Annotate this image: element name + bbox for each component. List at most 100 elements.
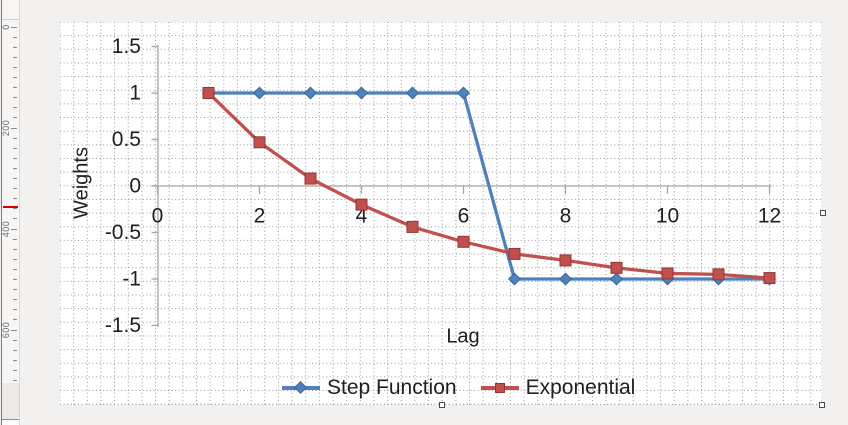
ruler-tick (13, 188, 17, 190)
ruler-label: 400 (1, 220, 11, 237)
square-marker-icon[interactable] (355, 198, 368, 211)
ruler-tick (13, 369, 17, 371)
ruler-tick (13, 289, 17, 291)
ruler-label: 200 (1, 119, 11, 136)
ruler-tick (13, 319, 17, 321)
ruler-tick (13, 107, 17, 109)
diamond-marker-icon[interactable] (252, 86, 267, 100)
legend-item-step-function[interactable]: Step Function (282, 376, 457, 400)
diamond-marker-icon[interactable] (609, 272, 624, 286)
ruler-tick (11, 127, 17, 129)
ruler-tick (13, 167, 17, 169)
ruler-tick (11, 26, 17, 28)
series-line[interactable] (208, 91, 770, 281)
legend-item-exponential[interactable]: Exponential (480, 376, 636, 400)
square-marker-icon[interactable] (712, 268, 725, 281)
ruler-top-divider (2, 19, 19, 20)
ruler-tick (13, 238, 17, 240)
ruler-tick (13, 87, 17, 89)
y-axis-title: Weights (70, 147, 93, 219)
square-marker-icon[interactable] (508, 247, 521, 260)
window-left-edge (1, 0, 2, 425)
tick-label: 10 (656, 205, 679, 228)
ruler-tick (13, 309, 17, 311)
tick-label: 1 (129, 82, 141, 105)
ruler-tick (13, 117, 17, 119)
chart-legend[interactable]: Step Function Exponential (282, 376, 635, 400)
tick-label: 6 (458, 205, 470, 228)
legend-label-exponential: Exponential (525, 376, 636, 399)
tick-label: 1.5 (112, 35, 141, 58)
ruler-tick (13, 380, 17, 381)
chart-canvas[interactable]: 1.5 1 0.5 0 -0.5 -1 -1.5 0 2 4 6 8 10 12 Weights Lag … (60, 22, 822, 405)
axes (151, 45, 772, 327)
square-marker-icon[interactable] (202, 87, 215, 99)
ruler-tick (13, 198, 17, 200)
ruler-tick (13, 178, 17, 179)
square-marker-icon[interactable] (763, 272, 776, 285)
diamond-marker-icon[interactable] (507, 272, 522, 286)
tick-label: 0 (152, 205, 164, 228)
legend-sample-step (282, 381, 320, 394)
legend-sample-exponential (480, 382, 519, 394)
ruler-tick (13, 56, 17, 58)
ruler-tick (13, 359, 17, 361)
series-line[interactable] (207, 91, 770, 280)
ruler-tick (11, 329, 17, 331)
ruler-tick (13, 137, 17, 139)
legend-label-step-function: Step Function (327, 376, 457, 399)
tick-label: 0 (129, 175, 141, 198)
selection-handle-bottom-right[interactable] (819, 402, 825, 408)
ruler-tick (13, 147, 17, 149)
square-marker-icon[interactable] (559, 254, 572, 267)
ruler-label: 0 (1, 23, 11, 30)
ruler-tick (13, 77, 17, 78)
ruler-tick (13, 218, 17, 220)
square-marker-icon[interactable] (406, 220, 419, 233)
square-marker-icon[interactable] (253, 136, 266, 149)
ruler-tick (13, 97, 17, 99)
tick-label: -0.5 (105, 221, 141, 244)
selection-handle-right[interactable] (820, 210, 826, 216)
ruler-tick (13, 258, 17, 260)
diamond-marker-icon (294, 381, 307, 394)
selection-handle-bottom-center[interactable] (439, 402, 445, 408)
ruler-page-end-shade (2, 383, 19, 419)
series-exponential[interactable] (202, 87, 776, 285)
tick-label: -1.5 (105, 314, 141, 337)
drawing-grid (60, 22, 822, 405)
square-marker-icon (494, 383, 505, 393)
diamond-marker-icon[interactable] (456, 86, 471, 100)
ruler-tick (13, 268, 17, 270)
square-marker-icon[interactable] (661, 267, 674, 280)
square-marker-icon[interactable] (610, 261, 623, 274)
chart-plot-svg[interactable]: 1.510.50-0.5-1-1.50 2 4 6 8 10 12 (60, 22, 822, 405)
ruler-tick (13, 339, 17, 341)
ruler-position-marker (3, 206, 18, 208)
ruler-label: 600 (1, 321, 11, 338)
ruler-tick (13, 208, 17, 210)
tick-label: -1 (122, 268, 141, 291)
square-marker-icon[interactable] (304, 172, 317, 185)
vertical-ruler[interactable]: 0 200 400 600 (1, 0, 20, 425)
diamond-marker-icon[interactable] (558, 272, 573, 286)
ruler-tick (13, 279, 17, 280)
diamond-marker-icon[interactable] (303, 86, 318, 100)
ruler-tick (11, 228, 17, 230)
ruler-tick (13, 248, 17, 250)
square-marker-icon[interactable] (457, 235, 470, 248)
ruler-tick (13, 349, 17, 351)
x-axis-title: Lag (446, 325, 480, 348)
ruler-tick (13, 46, 17, 48)
tick-label: 12 (758, 205, 781, 228)
ruler-bottom-cap (2, 419, 19, 425)
ruler-tick (13, 66, 17, 68)
ruler-tick (13, 299, 17, 301)
tick-label: 2 (254, 205, 266, 228)
ruler-tick (13, 157, 17, 159)
tick-label: 8 (560, 205, 572, 228)
diamond-marker-icon[interactable] (354, 86, 369, 100)
ruler-tick (13, 36, 17, 38)
diamond-marker-icon[interactable] (405, 86, 420, 100)
tick-label: 0.5 (112, 128, 141, 151)
